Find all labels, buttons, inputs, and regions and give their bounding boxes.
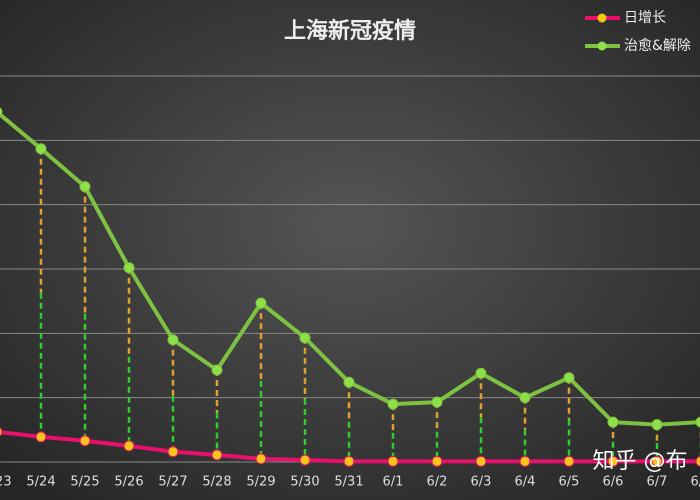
point [607, 416, 619, 428]
watermark: 知乎 @布 [593, 449, 688, 474]
x-tick-label: 5/25 [70, 475, 99, 490]
x-tick-label: 5/28 [202, 475, 231, 490]
legend-marker [597, 41, 607, 51]
point [255, 297, 267, 309]
point [167, 334, 179, 346]
point [79, 435, 91, 447]
point [35, 143, 47, 155]
point [211, 449, 223, 461]
x-tick-label: 5/24 [26, 475, 55, 490]
point [123, 262, 135, 274]
point [607, 455, 619, 467]
point [519, 455, 531, 467]
point [475, 367, 487, 379]
point [563, 455, 575, 467]
point [431, 455, 443, 467]
legend-label: 治愈&解除 [624, 38, 691, 54]
point [299, 454, 311, 466]
point [343, 455, 355, 467]
point [387, 455, 399, 467]
x-tick-label: 6/8 [691, 475, 700, 490]
point [563, 372, 575, 384]
point [695, 455, 700, 467]
chart-title: 上海新冠疫情 [284, 18, 416, 44]
x-tick-label: 5/27 [158, 475, 187, 490]
point [343, 376, 355, 388]
x-tick-label: 5/30 [290, 475, 319, 490]
point [79, 181, 91, 193]
legend-marker [597, 13, 607, 23]
point [35, 431, 47, 443]
point [431, 396, 443, 408]
x-tick-label: 5/29 [246, 475, 275, 490]
point [0, 427, 3, 437]
x-tick-label: 6/5 [559, 475, 580, 490]
x-tick-label: 5/23 [0, 475, 12, 490]
point [651, 419, 663, 431]
point [651, 455, 663, 467]
point [0, 107, 3, 117]
x-tick-label: 6/7 [647, 475, 668, 490]
point [167, 446, 179, 458]
x-tick-label: 5/26 [114, 475, 143, 490]
point [299, 332, 311, 344]
point [255, 453, 267, 465]
point [695, 416, 700, 428]
legend-label: 日增长 [624, 10, 666, 26]
point [475, 455, 487, 467]
x-tick-label: 5/31 [334, 475, 363, 490]
point [387, 398, 399, 410]
point [211, 364, 223, 376]
x-tick-label: 6/2 [427, 475, 448, 490]
point [123, 440, 135, 452]
x-tick-label: 6/4 [515, 475, 536, 490]
point [519, 392, 531, 404]
x-tick-label: 6/3 [471, 475, 492, 490]
x-tick-label: 6/6 [603, 475, 624, 490]
x-tick-label: 6/1 [383, 475, 404, 490]
